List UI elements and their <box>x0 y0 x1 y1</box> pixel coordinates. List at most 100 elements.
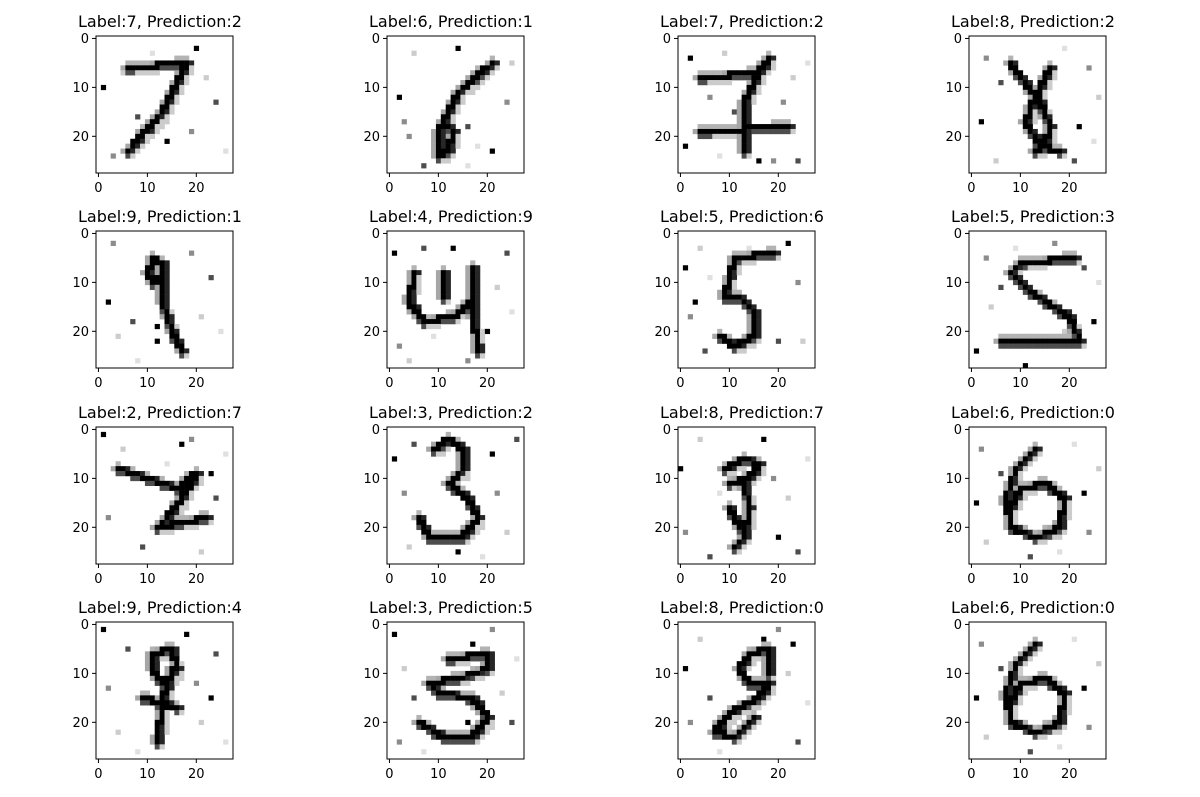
pixel <box>184 485 190 491</box>
pixel <box>125 153 131 159</box>
pixel <box>125 70 131 76</box>
pixel <box>1057 719 1063 726</box>
pixel <box>1022 289 1029 295</box>
pixel <box>489 719 495 726</box>
pixel <box>154 734 160 740</box>
pixel <box>746 319 752 325</box>
pixel <box>450 104 456 110</box>
pixel <box>455 529 461 535</box>
pixel <box>484 60 491 66</box>
pixel <box>149 133 156 140</box>
pixel <box>726 279 733 286</box>
pixel <box>1037 143 1043 149</box>
pixel <box>169 519 175 526</box>
pixel <box>445 436 451 442</box>
x-tick-label: 10 <box>430 572 447 587</box>
pixel <box>746 89 752 96</box>
pixel <box>726 128 733 135</box>
pixel <box>169 309 175 315</box>
pixel <box>1061 255 1068 261</box>
pixel <box>726 255 733 261</box>
pixel <box>135 148 141 154</box>
y-tick-label: 10 <box>72 667 89 682</box>
axes-frame <box>386 230 525 369</box>
pixel <box>1037 338 1043 344</box>
pixel <box>746 490 752 496</box>
pixel <box>460 314 466 320</box>
pixel <box>149 666 156 672</box>
pixel <box>455 729 461 735</box>
pixel <box>465 314 471 320</box>
pixel <box>1052 524 1058 531</box>
x-tick-label: 10 <box>1012 376 1029 391</box>
pixel <box>440 446 447 452</box>
pixel <box>1066 515 1073 521</box>
pixel <box>741 338 747 344</box>
pixel <box>775 128 782 135</box>
pixel <box>470 666 476 672</box>
pixel <box>741 539 747 545</box>
pixel <box>731 289 738 295</box>
pixel <box>1061 314 1068 320</box>
pixel <box>1027 641 1033 647</box>
pixel <box>174 80 180 86</box>
pixel <box>421 529 427 535</box>
pixel <box>179 348 185 354</box>
pixel <box>440 299 447 305</box>
pixel <box>983 255 989 261</box>
pixel <box>465 279 471 286</box>
pixel <box>164 529 170 535</box>
pixel <box>741 99 747 105</box>
pixel <box>722 338 728 344</box>
y-tick-label: 20 <box>654 716 671 731</box>
pixel <box>1047 729 1053 735</box>
pixel <box>1027 656 1033 662</box>
pixel <box>1017 495 1024 501</box>
y-tick-label: 10 <box>654 472 671 487</box>
pixel <box>746 94 752 100</box>
pixel <box>741 153 747 159</box>
pixel <box>731 265 738 271</box>
pixel <box>1022 534 1029 540</box>
pixel <box>746 714 752 721</box>
pixel <box>164 114 170 120</box>
pixel <box>998 343 1004 349</box>
pixel <box>1013 265 1019 271</box>
pixel <box>489 714 495 721</box>
pixel <box>475 289 481 295</box>
pixel <box>1032 109 1038 115</box>
pixel <box>440 114 447 120</box>
pixel <box>130 138 136 144</box>
pixel <box>406 294 412 300</box>
pixel <box>164 323 170 330</box>
pixel <box>445 661 451 667</box>
pixel <box>1008 338 1014 344</box>
pixel <box>717 289 723 295</box>
pixel <box>169 666 175 672</box>
pixel <box>736 109 742 115</box>
pixel <box>159 680 165 686</box>
pixel <box>1052 719 1058 726</box>
pixel <box>1037 534 1043 540</box>
pixel <box>751 524 757 531</box>
pixel <box>475 343 481 349</box>
pixel <box>465 163 471 169</box>
pixel <box>460 475 466 482</box>
pixel <box>144 695 151 701</box>
pixel <box>697 636 703 642</box>
pixel <box>1057 338 1063 344</box>
pixel <box>169 700 175 706</box>
pixel <box>179 80 185 86</box>
pixel <box>445 314 451 320</box>
pixel <box>193 475 200 482</box>
pixel <box>751 505 757 511</box>
pixel <box>406 309 412 315</box>
pixel <box>1022 255 1029 261</box>
pixel <box>1066 705 1073 711</box>
pixel <box>484 729 491 735</box>
pixel <box>149 695 156 701</box>
pixel <box>174 515 180 521</box>
pixel <box>1037 539 1043 545</box>
pixel <box>741 348 747 354</box>
